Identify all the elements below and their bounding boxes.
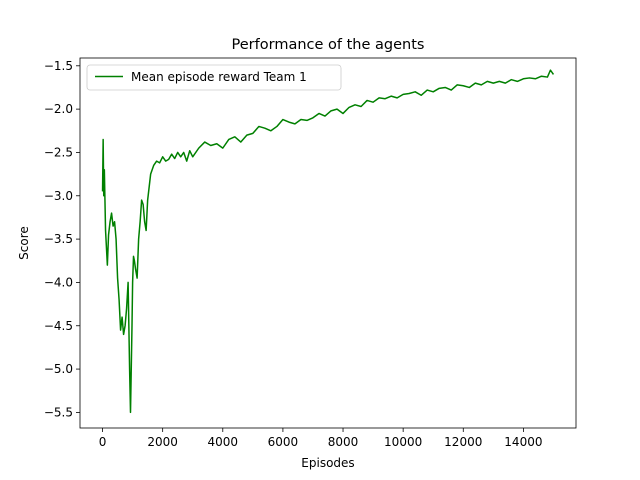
y-tick-label: −2.0 (44, 102, 73, 116)
y-tick-label: −1.5 (44, 59, 73, 73)
x-axis-label: Episodes (301, 456, 354, 470)
legend: Mean episode reward Team 1 (86, 64, 342, 91)
x-tick-label: 6000 (268, 435, 299, 449)
y-tick-label: −2.5 (44, 145, 73, 159)
chart-title: Performance of the agents (232, 37, 425, 53)
x-tick-label: 14000 (504, 435, 542, 449)
y-tick-label: −5.5 (44, 405, 73, 419)
x-ticks: 0 2000 4000 6000 8000 10000 12000 14000 (99, 428, 542, 449)
x-tick-label: 4000 (208, 435, 239, 449)
x-tick-label: 8000 (328, 435, 359, 449)
x-tick-label: 0 (99, 435, 107, 449)
y-tick-label: −3.0 (44, 189, 73, 203)
legend-box (86, 64, 342, 91)
y-tick-label: −4.0 (44, 275, 73, 289)
series-line-team1 (101, 69, 555, 414)
y-tick-label: −5.0 (44, 362, 73, 376)
y-ticks: −5.5 −5.0 −4.5 −4.0 −3.5 −3.0 −2.5 −2.0 −1.5 (44, 59, 80, 419)
y-axis-label: Score (17, 226, 31, 260)
y-tick-label: −4.5 (44, 319, 73, 333)
x-tick-label: 12000 (444, 435, 482, 449)
plot-frame (79, 57, 577, 429)
legend-label: Mean episode reward Team 1 (131, 70, 307, 84)
x-tick-label: 2000 (147, 435, 178, 449)
y-tick-label: −3.5 (44, 232, 73, 246)
x-tick-label: 10000 (384, 435, 422, 449)
